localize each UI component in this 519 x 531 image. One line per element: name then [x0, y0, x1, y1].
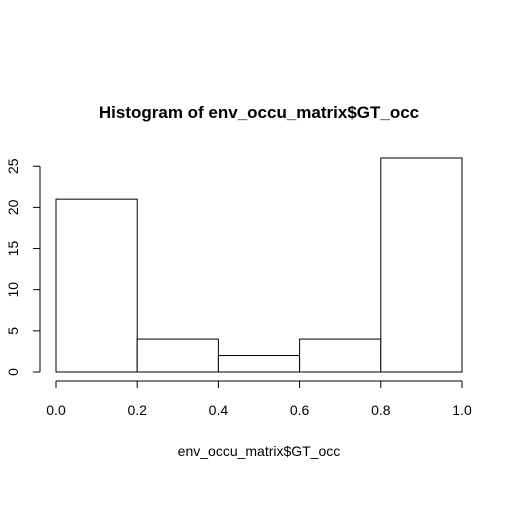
chart-title: Histogram of env_occu_matrix$GT_occ [99, 103, 419, 122]
x-tick-label: 0.6 [290, 402, 310, 418]
histogram-bar [380, 157, 463, 373]
x-tick-label: 0.0 [46, 402, 66, 418]
histogram-bar [136, 338, 219, 373]
x-tick-label: 1.0 [452, 402, 472, 418]
y-tick-label: 0 [5, 368, 21, 376]
histogram-bar [217, 355, 301, 373]
x-axis-label: env_occu_matrix$GT_occ [178, 443, 341, 459]
bars-group [55, 157, 463, 373]
y-tick-label: 20 [5, 199, 21, 215]
x-tick-label: 0.4 [209, 402, 229, 418]
y-tick-label: 10 [5, 282, 21, 298]
x-tick-label: 0.8 [371, 402, 391, 418]
x-tick-label: 0.2 [127, 402, 147, 418]
x-axis: 0.0 0.2 0.4 0.6 0.8 1.0 [46, 380, 472, 418]
histogram-bar [299, 338, 382, 373]
y-axis: 0 5 10 15 20 25 [5, 158, 41, 376]
y-tick-label: 25 [5, 158, 21, 174]
y-tick-label: 5 [5, 327, 21, 335]
histogram-bar [55, 198, 138, 373]
y-tick-label: 15 [5, 241, 21, 257]
